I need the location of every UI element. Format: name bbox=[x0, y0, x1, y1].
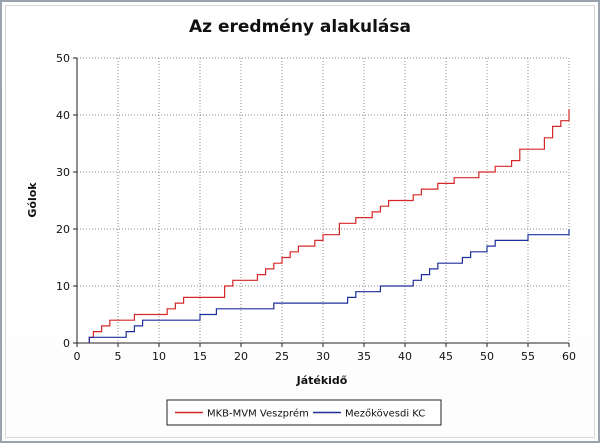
x-tick-label-20: 20 bbox=[234, 350, 248, 363]
grid bbox=[77, 57, 570, 343]
x-tick-label-55: 55 bbox=[521, 350, 535, 363]
series-line-0 bbox=[88, 109, 570, 343]
y-tick-label-20: 20 bbox=[56, 223, 70, 236]
chart-title: Az eredmény alakulása bbox=[189, 17, 411, 37]
x-tick-label-30: 30 bbox=[316, 350, 330, 363]
x-tick-label-50: 50 bbox=[480, 350, 494, 363]
x-tick-label-15: 15 bbox=[193, 350, 207, 363]
ticks: 0 5 10 15 20 25 30 35 40 45 50 55 60 0 10 20 30 40 50 bbox=[56, 52, 576, 363]
x-tick-label-25: 25 bbox=[275, 350, 289, 363]
legend-label-1: Mezőkövesdi KC bbox=[345, 408, 425, 420]
y-tick-label-0: 0 bbox=[63, 337, 70, 350]
y-tick-label-50: 50 bbox=[56, 52, 70, 65]
y-tick-label-30: 30 bbox=[56, 166, 70, 179]
legend-box bbox=[166, 399, 442, 426]
chart-frame-inner bbox=[5, 5, 595, 438]
x-tick-label-35: 35 bbox=[357, 350, 371, 363]
x-tick-label-5: 5 bbox=[115, 350, 122, 363]
series-lines bbox=[88, 109, 570, 343]
legend-label-0: MKB-MVM Veszprém bbox=[207, 408, 309, 420]
series-line-1 bbox=[88, 229, 570, 343]
x-tick-label-40: 40 bbox=[398, 350, 412, 363]
y-tick-label-40: 40 bbox=[56, 109, 70, 122]
y-axis-label: Gólok bbox=[26, 182, 39, 218]
y-tick-label-10: 10 bbox=[56, 280, 70, 293]
legend: MKB-MVM Veszprém Mezőkövesdi KC bbox=[166, 399, 442, 426]
x-tick-label-0: 0 bbox=[74, 350, 81, 363]
x-tick-label-10: 10 bbox=[152, 350, 166, 363]
x-tick-label-45: 45 bbox=[439, 350, 453, 363]
x-axis-label: Játékidő bbox=[296, 374, 348, 387]
x-tick-label-60: 60 bbox=[562, 350, 576, 363]
